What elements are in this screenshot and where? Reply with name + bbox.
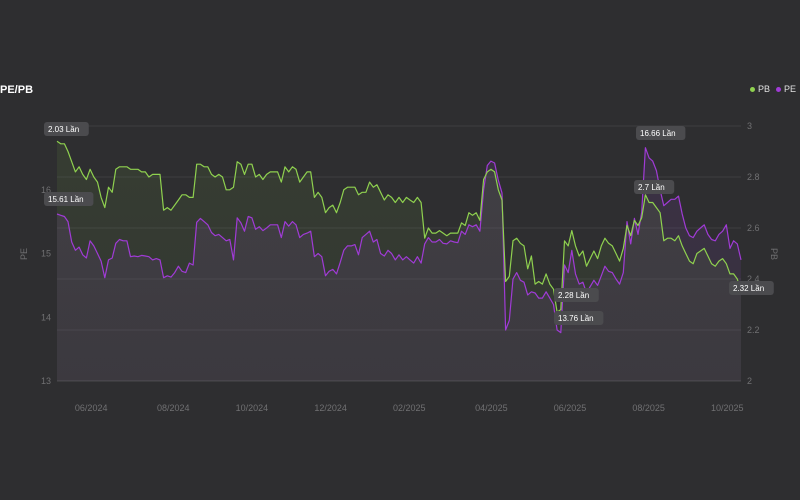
callout-label: 2.7 Lần: [638, 183, 665, 192]
right-tick-label: 2.2: [747, 325, 760, 335]
callout-box: [636, 126, 686, 140]
left-tick-label: 16: [41, 185, 51, 195]
legend-pb-label: PB: [757, 84, 770, 94]
callout-box: [634, 180, 675, 194]
left-tick-label: 13: [41, 376, 51, 386]
callout-label: 2.28 Lần: [558, 291, 589, 300]
legend-item-pe[interactable]: PE: [775, 84, 796, 94]
callout-box: [554, 288, 599, 302]
callout-box: [44, 192, 94, 206]
x-tick-label: 02/2025: [393, 403, 426, 413]
legend-item-pb[interactable]: PB: [749, 84, 770, 94]
x-tick-label: 06/2024: [75, 403, 108, 413]
callout-box: [44, 122, 89, 136]
series-line-pe: [56, 147, 742, 334]
x-tick-label: 04/2025: [475, 403, 508, 413]
legend-pe-dot-icon: [775, 86, 781, 92]
legend: PB PE: [749, 84, 796, 94]
axis-ticks: 13 14 15 16 2 2.2 2.4 2.6 2.8 3 06/2024 08/2024 10/2…: [41, 121, 760, 413]
x-tick-label: 06/2025: [554, 403, 587, 413]
left-axis-title: PE: [19, 248, 29, 260]
x-tick-label: 10/2025: [711, 403, 744, 413]
callout-label: 15.61 Lần: [48, 195, 84, 204]
callout-label: 2.32 Lần: [733, 284, 764, 293]
callout-box: [554, 311, 604, 325]
right-tick-label: 2: [747, 376, 752, 386]
legend-pb-dot-icon: [749, 86, 755, 92]
callout-label: 16.66 Lần: [640, 129, 676, 138]
legend-pe-label: PE: [783, 84, 796, 94]
x-tick-label: 10/2024: [236, 403, 269, 413]
callout-label: 13.76 Lần: [558, 314, 594, 323]
left-tick-label: 15: [41, 249, 51, 259]
left-tick-label: 14: [41, 312, 51, 322]
x-tick-label: 08/2024: [157, 403, 190, 413]
right-tick-label: 2.8: [747, 172, 760, 182]
right-tick-label: 2.4: [747, 274, 760, 284]
callouts: 2.03 Lần 15.61 Lần 16.66 Lần 2.7 Lần 2.28 Lầ…: [44, 122, 774, 325]
x-tick-label: 08/2025: [632, 403, 665, 413]
chart-title: PE/PB: [0, 84, 34, 96]
right-axis-title: PB: [769, 248, 779, 260]
right-tick-label: 3: [747, 121, 752, 131]
right-tick-label: 2.6: [747, 223, 760, 233]
callout-label: 2.03 Lần: [48, 125, 79, 134]
callout-box: [729, 281, 774, 295]
series-lines: [56, 140, 742, 334]
x-tick-label: 12/2024: [314, 403, 347, 413]
series-line-pb: [56, 140, 742, 313]
